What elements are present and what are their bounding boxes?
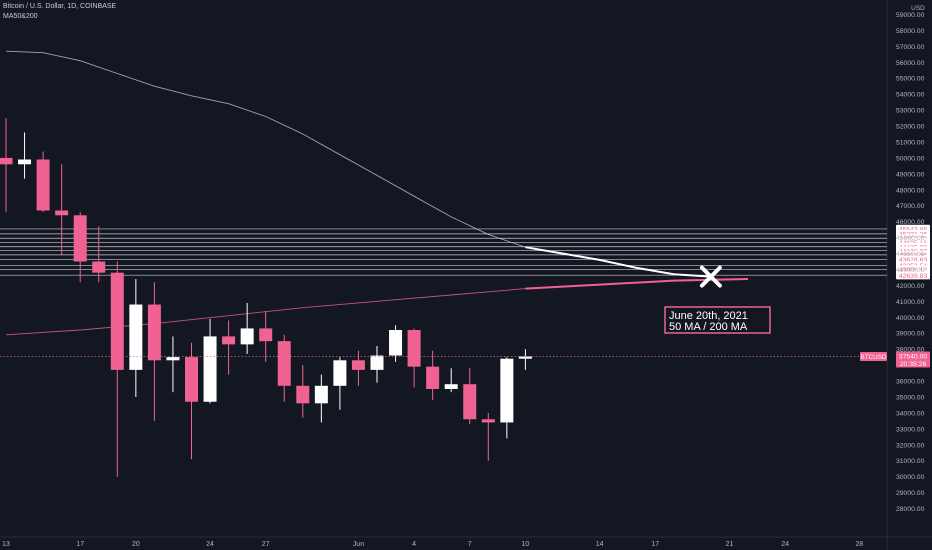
x-tick-label: 17: [651, 541, 659, 548]
candle-body: [203, 336, 217, 402]
level-label: 42639.83: [899, 273, 928, 280]
y-tick-label: 32000.00: [896, 442, 925, 449]
y-tick-label: 39000.00: [896, 331, 925, 338]
y-tick-label: 52000.00: [896, 124, 925, 131]
y-tick-label: 43000.00: [896, 267, 925, 274]
ma50-line: [5, 50, 526, 248]
x-tick-label: 20: [132, 541, 140, 548]
candle-body: [444, 384, 458, 389]
candle-body: [463, 384, 477, 420]
candle-body: [296, 385, 310, 404]
y-tick-label: 57000.00: [896, 44, 925, 51]
y-tick-label: 30000.00: [896, 474, 925, 481]
x-tick-label: 17: [76, 541, 84, 548]
candle-body: [18, 159, 32, 165]
candle-body: [481, 419, 495, 423]
x-tick-label: 14: [596, 541, 604, 548]
x-tick-label: 4: [412, 541, 416, 548]
symbol-tag-bg: [860, 351, 887, 361]
indicator-legend[interactable]: MA50&200: [3, 13, 38, 20]
x-tick-label: Jun: [353, 541, 364, 548]
candle-body: [370, 355, 384, 370]
candle-body: [426, 366, 440, 389]
y-tick-label: 41000.00: [896, 299, 925, 306]
y-tick-label: 31000.00: [896, 458, 925, 465]
candle-body: [500, 358, 514, 423]
candle-body: [240, 328, 254, 345]
ma200-projection: [525, 278, 749, 290]
annotation-line1: June 20th, 2021: [669, 310, 748, 322]
y-tick-label: 38000.00: [896, 347, 925, 354]
y-tick-label: 33000.00: [896, 426, 925, 433]
x-tick-label: 24: [206, 541, 214, 548]
y-tick-label: 34000.00: [896, 410, 925, 417]
y-tick-label: 56000.00: [896, 60, 925, 67]
candle-body: [55, 210, 69, 216]
level-label: 43001.12: [899, 267, 928, 274]
y-tick-label: 42000.00: [896, 283, 925, 290]
candle-body: [518, 356, 532, 359]
candle-body: [147, 304, 161, 361]
countdown-label: 20:35:26: [900, 361, 927, 368]
x-tick-label: 7: [468, 541, 472, 548]
x-tick-label: 10: [522, 541, 530, 548]
candle-body: [0, 157, 13, 165]
y-tick-label: 58000.00: [896, 28, 925, 35]
y-tick-label: 51000.00: [896, 139, 925, 146]
last-price-label: 37540.00: [899, 353, 928, 360]
x-tick-label: 27: [262, 541, 270, 548]
y-tick-label: 40000.00: [896, 315, 925, 322]
x-tick-label: 13: [2, 541, 10, 548]
candle-body: [333, 360, 347, 386]
y-tick-label: 36000.00: [896, 379, 925, 386]
candle-body: [407, 330, 421, 367]
y-tick-label: 54000.00: [896, 92, 925, 99]
y-tick-label: 29000.00: [896, 490, 925, 497]
level-label: 43628.63: [899, 257, 928, 264]
candle-body: [277, 341, 291, 386]
candle-body: [314, 385, 328, 404]
annotation-box: [664, 306, 771, 334]
y-tick-label: 45000.00: [896, 235, 925, 242]
symbol-title: Bitcoin / U.S. Dollar, 1D, COINBASE: [3, 3, 117, 10]
crossover-cross-stroke: [699, 265, 722, 288]
candle-body: [389, 330, 403, 356]
candle-body: [36, 159, 50, 211]
candle-body: [351, 360, 365, 370]
y-tick-label: 46000.00: [896, 219, 925, 226]
y-tick-label: 49000.00: [896, 171, 925, 178]
y-tick-label: 59000.00: [896, 12, 925, 19]
ma50-projection: [525, 246, 711, 278]
candle-body: [73, 215, 87, 262]
candle-body: [110, 272, 124, 370]
x-tick-label: 28: [855, 541, 863, 548]
y-tick-label: 55000.00: [896, 76, 925, 83]
candle-body: [129, 304, 143, 370]
candle-body: [166, 357, 180, 361]
candle-body: [92, 261, 106, 273]
y-tick-label: 35000.00: [896, 394, 925, 401]
price-axis-currency: USD: [911, 5, 925, 12]
y-tick-label: 50000.00: [896, 155, 925, 162]
y-tick-label: 28000.00: [896, 506, 925, 513]
candle-body: [222, 336, 236, 345]
x-tick-label: 24: [781, 541, 789, 548]
annotation-line2: 50 MA / 200 MA: [669, 321, 748, 333]
x-tick-label: 21: [726, 541, 734, 548]
level-label-bg: [896, 271, 930, 280]
y-tick-label: 47000.00: [896, 203, 925, 210]
last-price-label-bg: [896, 351, 930, 368]
y-tick-label: 44000.00: [896, 251, 925, 258]
y-tick-label: 53000.00: [896, 108, 925, 115]
candle-body: [185, 357, 198, 402]
y-tick-label: 48000.00: [896, 187, 925, 194]
candle-body: [259, 328, 273, 342]
symbol-tag: BTCUSD: [861, 354, 887, 361]
